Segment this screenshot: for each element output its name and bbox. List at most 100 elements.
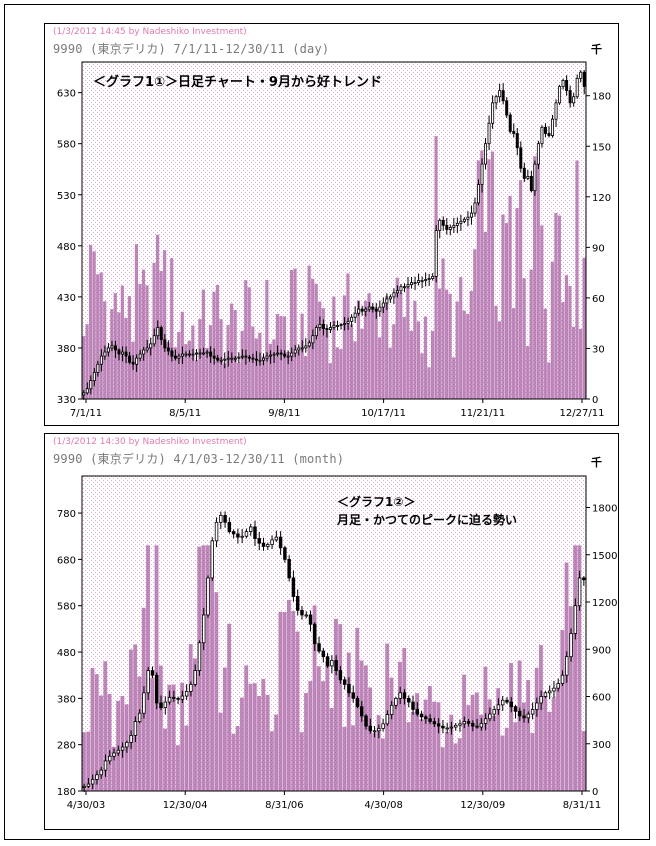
volume-bar (82, 732, 86, 791)
volume-bar (293, 268, 297, 399)
volume-bar (154, 545, 159, 791)
volume-bar (368, 687, 373, 791)
candle (304, 345, 308, 349)
y2-tick-label: 1200 (592, 598, 617, 609)
candle (347, 684, 351, 694)
candle (342, 679, 347, 685)
x-tick-label: 7/1/11 (70, 408, 102, 419)
volume-bar (392, 324, 396, 399)
volume-bar (496, 688, 501, 791)
candle (573, 605, 578, 634)
x-tick-label: 12/30/09 (460, 800, 505, 811)
volume-bar (547, 362, 551, 399)
candle (556, 683, 560, 689)
candle (92, 372, 96, 382)
volume-bar (214, 592, 219, 791)
candle (223, 514, 227, 523)
candle (159, 327, 163, 341)
volume-bar (289, 269, 294, 399)
candle (513, 706, 518, 712)
candle (149, 343, 153, 349)
candle (214, 521, 219, 542)
volume-bar (141, 269, 146, 399)
candle (509, 701, 513, 708)
volume-bar (388, 347, 392, 399)
candle (138, 353, 142, 359)
candle (372, 730, 377, 733)
volume-bar (137, 676, 142, 791)
volume-bar (381, 307, 385, 399)
candle (129, 735, 133, 743)
chart-annotation-line1: ＜グラフ1②＞ (337, 494, 416, 509)
candle (237, 356, 241, 359)
candle (244, 355, 248, 358)
volume-bar (111, 746, 116, 791)
candle (103, 351, 107, 357)
plot-border (81, 475, 587, 792)
candle (230, 357, 234, 360)
candle (449, 726, 454, 729)
volume-bar (265, 279, 269, 399)
candle (424, 279, 428, 281)
y2-tick-label: 600 (592, 693, 611, 704)
candle (535, 702, 539, 710)
candle (436, 723, 441, 727)
volume-bar (466, 313, 470, 399)
candle (505, 100, 509, 116)
y-axis-left: 330 380 430 480 530 580 630 (57, 89, 82, 406)
candle (398, 692, 402, 699)
volume-bar (536, 152, 540, 399)
volume-bar (138, 283, 142, 399)
volume-bar (550, 261, 554, 399)
candle (407, 697, 411, 703)
candle (177, 355, 181, 359)
volume-bar (416, 321, 420, 399)
candle (431, 276, 435, 279)
candle (133, 721, 138, 736)
candle (330, 659, 334, 667)
candle (471, 722, 475, 727)
candle (308, 614, 313, 625)
candle (82, 392, 86, 396)
volume-bar (170, 258, 174, 399)
volume-bar (107, 693, 112, 791)
candle (377, 728, 381, 732)
candle (283, 547, 287, 560)
candle (297, 347, 301, 351)
volume-bar (504, 727, 509, 791)
volume-bar (406, 722, 411, 791)
candle (313, 623, 317, 645)
volume-bar (419, 719, 424, 791)
chart-annotation: ＜グラフ1①＞日足チャート・9月から好トレンド (93, 74, 382, 90)
volume-bar (445, 731, 449, 791)
candle (572, 96, 576, 104)
y-axis-right: 0 30 60 90 120 150 180 (586, 92, 611, 406)
candle (262, 357, 266, 361)
volume-bar (406, 286, 410, 399)
candle (258, 359, 262, 362)
candle (176, 697, 180, 700)
volume-bar (410, 711, 415, 791)
volume-bar (533, 156, 537, 399)
candle (253, 526, 257, 539)
candle (522, 715, 526, 719)
volume-bar (359, 660, 364, 791)
candle (116, 749, 121, 754)
volume-bar (554, 212, 558, 399)
candle (484, 143, 488, 165)
candle (385, 298, 389, 304)
candle (145, 347, 149, 351)
candle (395, 290, 399, 294)
candle (231, 531, 236, 535)
candle (334, 659, 338, 671)
candle (561, 79, 565, 87)
x-tick-label: 10/17/11 (361, 408, 406, 419)
candle (522, 167, 526, 179)
candle (413, 282, 417, 284)
volume-bar (487, 699, 492, 791)
volume-bar (304, 356, 308, 399)
volume-bar (455, 301, 459, 399)
volume-bar (561, 302, 565, 399)
candle (290, 352, 294, 357)
candle (350, 316, 354, 322)
